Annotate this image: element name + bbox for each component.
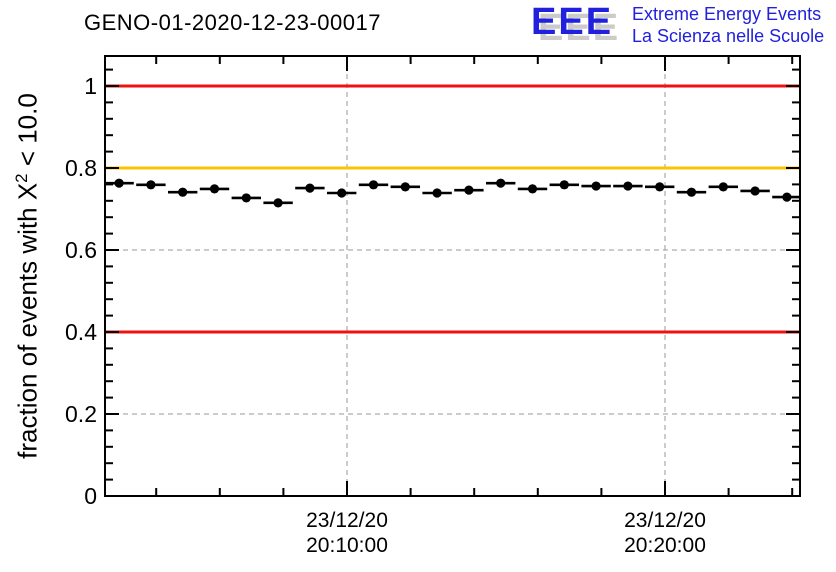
x-axis-label-time: 20:10:00 [306,534,388,557]
data-point [368,180,379,190]
y-tick-label: 0.2 [65,401,97,427]
data-point [527,184,538,194]
y-axis-title-sup: 2 [12,173,31,183]
data-series [105,178,800,208]
y-tick-label: 0 [84,483,97,509]
data-point [623,181,633,191]
data-point [432,188,442,198]
data-point [782,192,792,202]
y-axis-title: fraction of events with X2 < 10.0 [12,56,44,496]
y-tick-label: 0.8 [65,155,97,181]
y-tick-label: 0.6 [65,237,97,263]
eee-logo: EEE Extreme Energy Events La Scienza nel… [531,2,833,52]
data-point [686,187,697,197]
data-point [305,183,315,193]
data-point [209,184,220,194]
data-point [750,186,760,196]
y-axis-title-text: fraction of events with X [12,182,43,459]
data-point [718,182,728,192]
data-point [591,181,601,191]
x-axis-label-time: 20:20:00 [624,534,706,557]
data-point [114,178,124,188]
x-axis-label-date: 23/12/20 [306,509,388,532]
plot-title: GENO-01-2020-12-23-00017 [84,10,381,35]
data-point [146,180,156,190]
eee-monogram: EEE [531,1,614,43]
data-point [337,188,347,198]
data-point [496,178,506,188]
eee-logo-line1: Extreme Energy Events [632,4,822,24]
data-point [400,182,410,192]
data-point [178,187,188,197]
data-point [464,185,474,195]
x-axis-label-date: 23/12/20 [624,509,706,532]
eee-logo-line2: La Scienza nelle Scuole [632,26,825,46]
y-tick-label: 0.4 [65,319,97,345]
data-point [273,198,283,208]
y-axis-title-suffix: < 10.0 [12,93,43,174]
data-point [655,182,665,192]
data-point [241,193,251,203]
y-tick-label: 1 [84,73,97,99]
eee-logo-text: Extreme Energy Events La Scienza nelle S… [632,3,824,47]
data-point [559,180,569,190]
plot-frame [104,55,801,497]
